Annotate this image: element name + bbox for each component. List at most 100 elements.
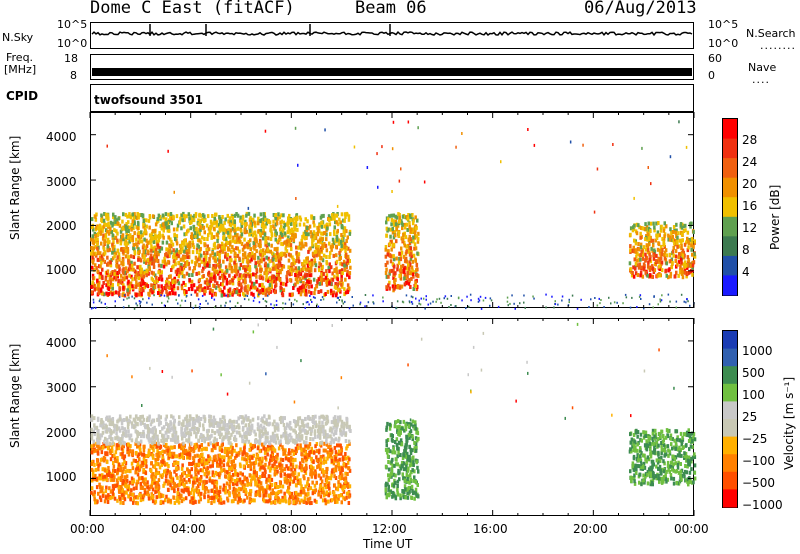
echo-cell-0-3 xyxy=(123,294,126,297)
echo-cell-1-0 xyxy=(258,490,261,495)
echo-cell-0-0 xyxy=(223,243,226,248)
echo-cell-0-0 xyxy=(201,224,204,228)
echo-cell-1-0 xyxy=(134,441,137,446)
echo-cell-1-0 xyxy=(192,456,195,461)
nsearch-top-label: 10^5 xyxy=(708,18,739,31)
echo-cell-0-3 xyxy=(314,296,316,299)
echo-cell-1-0 xyxy=(212,473,216,478)
echo-cell-0-0 xyxy=(212,275,216,280)
echo-cell-0-0 xyxy=(285,274,288,279)
echo-cell-0-0 xyxy=(343,233,346,237)
echo-cell-0-1 xyxy=(413,242,417,247)
echo-cell-0-0 xyxy=(302,262,305,266)
echo-cell-0-3 xyxy=(336,301,338,304)
echo-cell-1-0 xyxy=(97,476,100,481)
echo-cell-1-0 xyxy=(292,452,296,456)
echo-cell-0-0 xyxy=(267,263,270,268)
echo-cell-0-2 xyxy=(671,249,675,254)
echo-cell-0-2 xyxy=(637,247,641,252)
echo-cell-0-0 xyxy=(106,244,110,249)
echo-cell-1-0 xyxy=(182,449,185,454)
echo-cell-0-0 xyxy=(294,220,298,225)
echo-cell-1-0 xyxy=(291,495,294,500)
echo-cell-0-0 xyxy=(101,267,104,272)
echo-cell-0-0 xyxy=(282,213,285,218)
echo-cell-0-0 xyxy=(187,287,191,292)
echo-cell-1-0 xyxy=(103,444,107,449)
echo-cell-0-0 xyxy=(277,212,280,217)
echo-cell-0-0 xyxy=(306,279,309,284)
echo-cell-1-0 xyxy=(112,486,115,491)
echo-cell-0-2 xyxy=(686,236,689,241)
echo-cell-0-2 xyxy=(684,264,687,269)
echo-cell-0-0 xyxy=(125,246,128,251)
echo-cell-1-0 xyxy=(273,472,276,477)
echo-cell-1-0 xyxy=(99,498,103,503)
echo-cell-0-0 xyxy=(265,221,268,226)
echo-cell-1-0 xyxy=(249,478,253,483)
echo-cell-1-0 xyxy=(178,443,181,448)
echo-cell-0-2 xyxy=(641,226,644,231)
echo-cell-1-0 xyxy=(189,490,192,495)
echo-cell-0-0 xyxy=(343,287,346,292)
echo-cell-0-0 xyxy=(92,246,96,251)
echo-cell-0-0 xyxy=(106,237,110,242)
echo-cell-0-0 xyxy=(135,292,138,297)
echo-cell-0-0 xyxy=(110,271,113,276)
echo-cell-0-0 xyxy=(176,279,180,284)
echo-cell-0-2 xyxy=(680,251,684,256)
echo-cell-0-0 xyxy=(305,267,308,272)
xtick-1: 04:00 xyxy=(171,522,206,536)
echo-cell-0-2 xyxy=(686,248,690,253)
echo-cell-1-0 xyxy=(90,467,94,472)
echo-cell-1-0 xyxy=(304,443,307,448)
echo-cell-0-0 xyxy=(230,265,234,270)
echo-cell-0-3 xyxy=(100,301,103,304)
echo-cell-0-0 xyxy=(228,280,231,285)
echo-cell-0-0 xyxy=(210,235,213,240)
echo-cell-1-0 xyxy=(324,459,328,464)
echo-cell-0-0 xyxy=(252,233,255,238)
echo-cell-0-1 xyxy=(406,228,409,232)
echo-cell-1-0 xyxy=(288,481,292,486)
echo-cell-0-3 xyxy=(482,299,485,302)
echo-cell-0-1 xyxy=(391,230,395,235)
echo-cell-0-0 xyxy=(184,249,187,254)
echo-cell-1-0 xyxy=(158,444,161,449)
echo-cell-0-0 xyxy=(101,228,104,233)
echo-cell-0-0 xyxy=(126,225,129,230)
echo-cell-0-0 xyxy=(204,253,208,258)
echo-cell-0-0 xyxy=(247,253,250,258)
echo-cell-0-0 xyxy=(249,253,252,258)
echo-cell-0-0 xyxy=(183,242,186,247)
echo-cell-1-0 xyxy=(154,499,158,504)
echo-cell-0-0 xyxy=(338,251,341,255)
echo-cell-1-0 xyxy=(324,485,328,490)
echo-cell-0-0 xyxy=(306,263,310,268)
echo-cell-0-0 xyxy=(272,279,276,284)
echo-cell-0-0 xyxy=(114,290,118,295)
echo-cell-0-0 xyxy=(128,212,131,217)
echo-cell-1-0 xyxy=(338,483,342,488)
echo-cell-0-0 xyxy=(278,235,281,240)
echo-cell-0-1 xyxy=(414,246,418,251)
echo-cell-0-0 xyxy=(248,268,252,273)
echo-cell-1-0 xyxy=(235,493,239,498)
echo-cell-0-0 xyxy=(234,233,237,238)
echo-cell-0-3 xyxy=(252,299,255,302)
echo-cell-0-1 xyxy=(386,260,389,265)
echo-cell-0-3 xyxy=(153,294,155,297)
echo-cell-0-3 xyxy=(497,305,500,308)
echo-cell-0-3 xyxy=(225,294,227,297)
echo-cell-0-1 xyxy=(394,219,398,224)
echo-cell-0-3 xyxy=(613,301,616,304)
echo-cell-0-1 xyxy=(384,263,388,267)
echo-cell-0-0 xyxy=(177,260,180,265)
echo-cell-0-0 xyxy=(325,237,328,242)
echo-cell-0-2 xyxy=(656,233,659,238)
echo-cell-0-0 xyxy=(259,231,262,236)
echo-cell-0-0 xyxy=(211,289,214,293)
echo-cell-0-0 xyxy=(338,270,341,274)
echo-cell-0-0 xyxy=(193,213,196,218)
echo-cell-0-3 xyxy=(307,301,309,303)
